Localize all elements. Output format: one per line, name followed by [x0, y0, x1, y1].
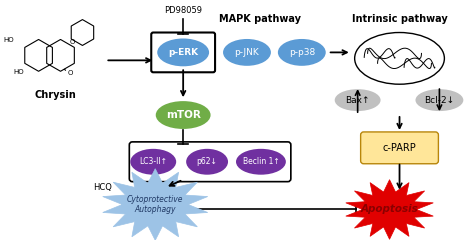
Text: mTOR: mTOR: [166, 110, 201, 120]
Text: Chrysin: Chrysin: [35, 90, 76, 100]
Ellipse shape: [335, 89, 381, 111]
Text: HCQ: HCQ: [93, 183, 112, 192]
Text: MAPK pathway: MAPK pathway: [219, 13, 301, 24]
Ellipse shape: [236, 149, 286, 175]
Text: p-p38: p-p38: [289, 48, 315, 57]
Text: p-ERK: p-ERK: [168, 48, 198, 57]
Ellipse shape: [186, 149, 228, 175]
Ellipse shape: [278, 39, 326, 66]
Polygon shape: [103, 169, 208, 240]
Text: Bcl-2↓: Bcl-2↓: [424, 96, 455, 105]
Text: c-PARP: c-PARP: [383, 143, 416, 153]
Text: O: O: [70, 40, 75, 46]
Text: p62↓: p62↓: [197, 157, 218, 166]
Text: Beclin 1↑: Beclin 1↑: [243, 157, 279, 166]
Text: p-JNK: p-JNK: [235, 48, 259, 57]
FancyBboxPatch shape: [361, 132, 438, 164]
FancyBboxPatch shape: [129, 142, 291, 182]
Text: PD98059: PD98059: [164, 6, 202, 15]
Ellipse shape: [130, 149, 176, 175]
Text: Cytoprotective
Autophagy: Cytoprotective Autophagy: [127, 195, 183, 214]
Text: Intrinsic pathway: Intrinsic pathway: [352, 13, 447, 24]
Text: Apoptosis: Apoptosis: [361, 204, 419, 214]
Ellipse shape: [355, 33, 445, 84]
Ellipse shape: [157, 39, 209, 66]
Text: HO: HO: [3, 37, 14, 43]
Ellipse shape: [156, 101, 210, 129]
Ellipse shape: [223, 39, 271, 66]
Text: HO: HO: [13, 69, 24, 75]
Polygon shape: [346, 180, 433, 239]
Text: Bax↑: Bax↑: [346, 96, 370, 105]
Text: LC3-II↑: LC3-II↑: [139, 157, 167, 166]
Text: O: O: [68, 70, 73, 76]
Ellipse shape: [416, 89, 463, 111]
